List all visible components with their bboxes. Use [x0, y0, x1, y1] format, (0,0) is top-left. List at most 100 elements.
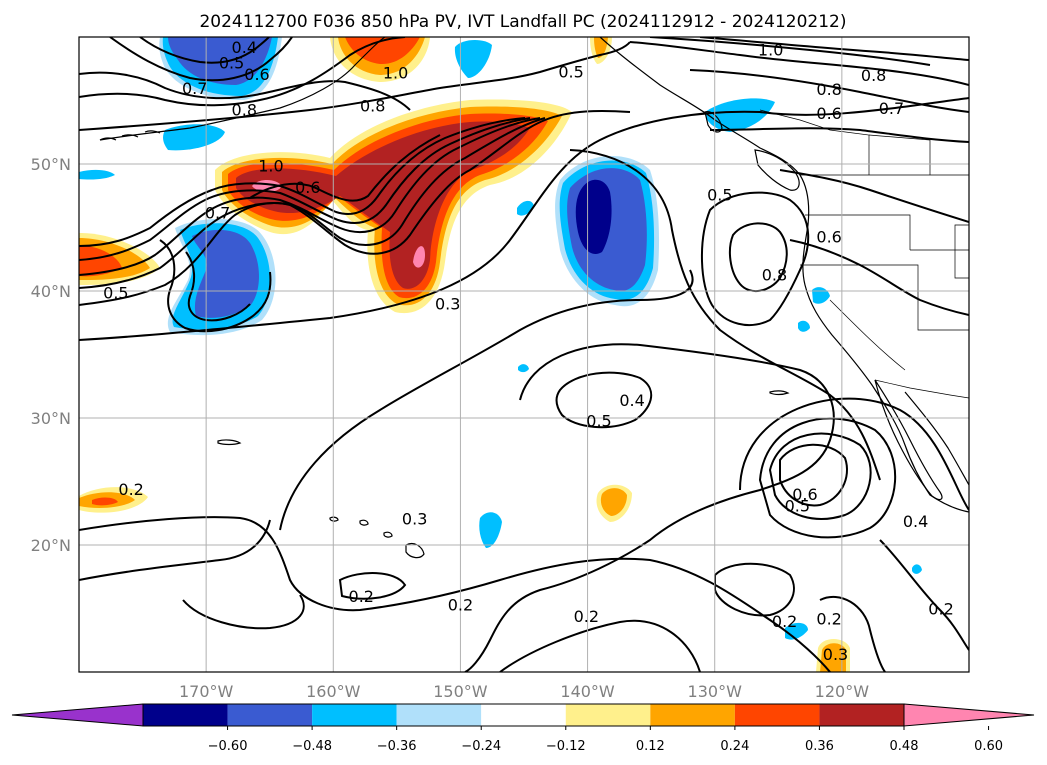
contour-label: 0.7	[182, 79, 207, 98]
neg-anomaly-patch-d	[79, 169, 115, 180]
longitude-tick-labels: 170°W 160°W 150°W 140°W 130°W 120°W	[179, 682, 869, 701]
colorbar-bin	[650, 704, 735, 726]
colorbar-tick-label: 0.24	[720, 739, 749, 754]
coast-aleutians	[99, 130, 161, 141]
contour-line	[555, 371, 653, 429]
lon-tick-label: 170°W	[179, 682, 234, 701]
contour-label: 0.2	[349, 587, 374, 606]
lat-tick-label: 40°N	[31, 282, 71, 301]
contour-label: 0.4	[232, 38, 257, 57]
pos-anomaly-north-red	[345, 37, 420, 65]
contour-line	[714, 562, 795, 617]
coast-hawaii-2	[383, 531, 393, 538]
svg-text:1.0: 1.0	[383, 64, 408, 83]
colorbar-bin	[819, 704, 904, 726]
contour-line	[139, 37, 270, 64]
contour-line	[739, 397, 969, 511]
contour-label: 0.8	[816, 80, 841, 99]
chart-title: 2024112700 F036 850 hPa PV, IVT Landfall…	[199, 12, 846, 32]
contour-label: 0.2	[772, 612, 797, 631]
contour-label: 0.5	[785, 497, 810, 516]
svg-text:0.8: 0.8	[861, 66, 886, 85]
colorbar-bin	[481, 704, 566, 726]
contour-label: 0.5	[103, 283, 128, 302]
svg-text:0.4: 0.4	[903, 512, 928, 531]
contour-line	[768, 432, 872, 520]
svg-text:0.2: 0.2	[349, 587, 374, 606]
neg-anomaly-170w-blue	[192, 229, 259, 318]
contour-label: 0.8	[232, 100, 257, 119]
contour-label: 1.0	[258, 156, 283, 175]
colorbar-tick-label: 0.36	[805, 739, 834, 754]
coast-hawaii-1	[405, 542, 425, 559]
contour-line	[79, 71, 411, 111]
svg-text:0.6: 0.6	[816, 227, 841, 246]
svg-text:0.3: 0.3	[435, 295, 460, 314]
contour-label: 0.8	[762, 265, 787, 284]
pos-anomaly-patch-120w-b	[820, 643, 846, 672]
coast-baja	[874, 379, 943, 501]
contour-line	[79, 109, 631, 306]
contour-line	[79, 117, 531, 261]
contour-label: 0.6	[244, 65, 269, 84]
contour-line	[569, 149, 881, 481]
colorbar-tick-label: 0.60	[974, 739, 1003, 754]
contour-line	[109, 37, 293, 82]
svg-text:0.5: 0.5	[785, 497, 810, 516]
colorbar-bin	[143, 704, 228, 726]
contour-label: 0.6	[816, 104, 841, 123]
contour-line	[819, 595, 886, 672]
svg-text:0.5: 0.5	[558, 62, 583, 81]
svg-text:0.5: 0.5	[586, 412, 611, 431]
latitude-tick-labels: 20°N 30°N 40°N 50°N	[31, 155, 71, 555]
colorbar-tick-label: −0.60	[208, 739, 248, 754]
contour-line	[499, 619, 701, 672]
lat-tick-label: 30°N	[31, 409, 71, 428]
svg-text:0.2: 0.2	[928, 600, 953, 619]
pos-anomaly-patch-140w-b	[600, 488, 627, 516]
contour-label: 0.2	[574, 607, 599, 626]
svg-text:0.2: 0.2	[816, 610, 841, 629]
contour-line	[700, 191, 810, 326]
svg-text:0.4: 0.4	[232, 38, 257, 57]
colorbar-bin	[565, 704, 651, 726]
neg-anomaly-patch-a	[163, 124, 225, 151]
contour-label: 0.5	[707, 185, 732, 204]
svg-text:1.0: 1.0	[258, 156, 283, 175]
contour-line	[79, 117, 541, 276]
lon-tick-label: 150°W	[433, 682, 488, 701]
svg-text:0.8: 0.8	[762, 265, 787, 284]
colorbar-tick-label: 0.48	[890, 739, 919, 754]
contour-label: 1.0	[383, 64, 408, 83]
svg-text:0.6: 0.6	[244, 65, 269, 84]
contour-label: 0.2	[816, 610, 841, 629]
neg-anomaly-patch-j	[912, 564, 922, 574]
contour-label: 0.4	[903, 512, 928, 531]
svg-text:0.7: 0.7	[182, 79, 207, 98]
pv-contours	[79, 37, 969, 672]
contour-line	[159, 239, 272, 333]
neg-anomaly-140w-core	[575, 179, 612, 254]
contour-label: 0.7	[879, 99, 904, 118]
lat-tick-label: 20°N	[31, 536, 71, 555]
map-panel: 0.40.50.60.70.81.0 0.51.00.80.80.70.60.81…	[31, 36, 970, 701]
colorbar-frame	[142, 703, 905, 727]
contour-label: 0.6	[295, 178, 320, 197]
contour-line	[758, 417, 896, 539]
border-state-e	[954, 224, 969, 279]
contour-line	[79, 519, 271, 581]
border-state-c	[829, 299, 906, 371]
svg-text:0.5: 0.5	[219, 53, 244, 72]
lon-tick-label: 130°W	[688, 682, 743, 701]
coast-vancouver-island	[754, 149, 800, 191]
colorbar-tick-label: −0.12	[546, 739, 586, 754]
contour-line	[338, 572, 407, 600]
contour-label: 0.5	[219, 53, 244, 72]
svg-text:0.8: 0.8	[816, 80, 841, 99]
contour-line	[249, 134, 441, 202]
svg-text:0.3: 0.3	[823, 645, 848, 664]
svg-text:0.5: 0.5	[707, 185, 732, 204]
contour-line	[629, 41, 969, 86]
neg-anomaly-patch-h	[798, 320, 810, 332]
political-borders	[759, 109, 969, 399]
